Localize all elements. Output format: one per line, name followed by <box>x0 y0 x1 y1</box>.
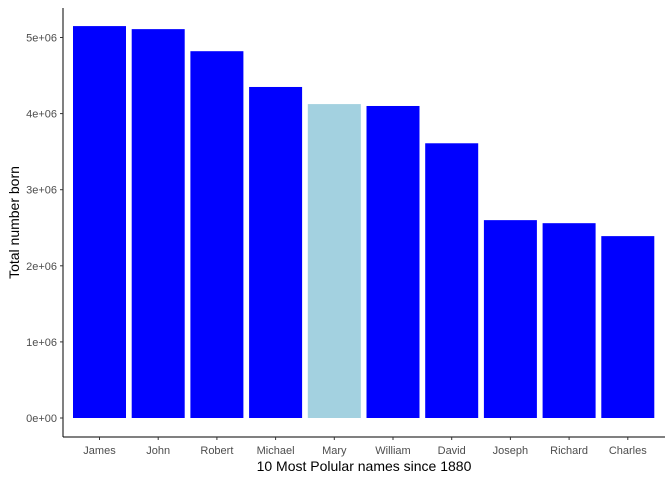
bar-michael <box>249 86 303 418</box>
bar-richard <box>542 223 596 418</box>
y-tick-label: 1e+06 <box>26 337 57 349</box>
x-tick-label: John <box>146 445 170 457</box>
y-tick-label: 0e+00 <box>26 413 57 425</box>
y-axis-title: Total number born <box>6 166 22 279</box>
x-tick-label: Robert <box>200 445 233 457</box>
bar-mary <box>307 104 361 418</box>
x-axis: James John Robert Michael Mary William David Jo… <box>63 436 665 457</box>
x-tick-label: David <box>438 445 466 457</box>
x-tick-label: Michael <box>257 445 295 457</box>
bar-charles <box>601 236 655 418</box>
x-tick-label: William <box>375 445 410 457</box>
y-axis: 0e+00 1e+06 2e+06 3e+06 4e+06 5e+06 <box>26 8 64 437</box>
x-tick-label: Richard <box>550 445 588 457</box>
y-tick-label: 3e+06 <box>26 185 57 197</box>
x-ticks: James John Robert Michael Mary William David Jo… <box>83 437 647 457</box>
bars-layer <box>73 26 655 419</box>
x-tick-label: James <box>83 445 116 457</box>
bar-john <box>131 29 185 418</box>
x-tick-label: Mary <box>322 445 347 457</box>
y-tick-label: 2e+06 <box>26 261 57 273</box>
x-tick-label: Charles <box>609 445 647 457</box>
y-tick-label: 5e+06 <box>26 33 57 45</box>
x-axis-title: 10 Most Polular names since 1880 <box>257 458 472 474</box>
bar-william <box>366 105 420 419</box>
y-tick-label: 4e+06 <box>26 109 57 121</box>
bar-david <box>425 143 479 418</box>
x-tick-label: Joseph <box>493 445 528 457</box>
bar-james <box>73 26 126 419</box>
bar-joseph <box>483 220 537 418</box>
bar-robert <box>190 51 244 418</box>
y-ticks: 0e+00 1e+06 2e+06 3e+06 4e+06 5e+06 <box>26 33 63 425</box>
